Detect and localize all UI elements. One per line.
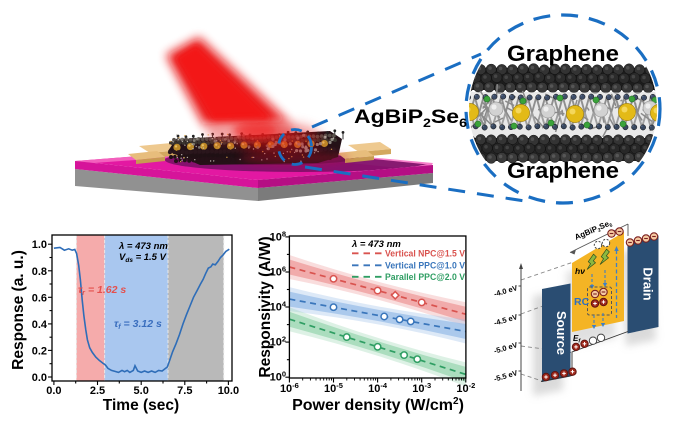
svg-text:Responsivity (A/W): Responsivity (A/W) bbox=[257, 236, 274, 377]
svg-text:0.8: 0.8 bbox=[32, 266, 47, 278]
svg-text:-4.0 eV: -4.0 eV bbox=[493, 283, 519, 298]
svg-text:0.0: 0.0 bbox=[32, 372, 47, 384]
svg-text:Vertical PPC@1.0 V: Vertical PPC@1.0 V bbox=[385, 261, 465, 271]
svg-text:10-2: 10-2 bbox=[456, 381, 475, 395]
svg-text:-4.5 eV: -4.5 eV bbox=[493, 312, 519, 327]
svg-text:0.0: 0.0 bbox=[46, 385, 61, 397]
svg-text:Parallel PPC@2.0 V: Parallel PPC@2.0 V bbox=[385, 272, 465, 282]
svg-text:RC: RC bbox=[574, 296, 590, 308]
svg-text:0.2: 0.2 bbox=[32, 345, 47, 357]
svg-text:7.5: 7.5 bbox=[177, 385, 192, 397]
svg-text:-5.5 eV: -5.5 eV bbox=[493, 368, 519, 383]
svg-text:2.5: 2.5 bbox=[90, 385, 105, 397]
svg-text:0.4: 0.4 bbox=[32, 319, 48, 331]
svg-text:0.6: 0.6 bbox=[32, 292, 47, 304]
svg-text:Graphene: Graphene bbox=[507, 158, 619, 183]
svg-text:10-3: 10-3 bbox=[412, 381, 431, 395]
svg-text:Source: Source bbox=[554, 311, 569, 355]
svg-text:Drain: Drain bbox=[641, 267, 656, 300]
svg-text:hν: hν bbox=[575, 266, 585, 276]
svg-text:Time (sec): Time (sec) bbox=[103, 397, 179, 414]
svg-text:10-4: 10-4 bbox=[368, 381, 388, 395]
svg-text:τf = 3.12 s: τf = 3.12 s bbox=[114, 318, 162, 331]
svg-text:1.0: 1.0 bbox=[32, 239, 47, 251]
svg-text:τr = 1.62 s: τr = 1.62 s bbox=[78, 284, 126, 297]
svg-text:10-5: 10-5 bbox=[324, 381, 343, 395]
svg-text:AgBiP2Se6: AgBiP2Se6 bbox=[354, 106, 467, 130]
svg-text:10.0: 10.0 bbox=[218, 385, 239, 397]
svg-text:Power density (W/cm2): Power density (W/cm2) bbox=[292, 396, 464, 414]
svg-text:Response (a. u.): Response (a. u.) bbox=[10, 250, 27, 370]
svg-text:Vertical NPC@1.5 V: Vertical NPC@1.5 V bbox=[385, 249, 465, 259]
svg-text:Graphene: Graphene bbox=[507, 41, 619, 66]
svg-text:λ = 473 nm: λ = 473 nm bbox=[118, 241, 168, 252]
svg-text:-5.0 eV: -5.0 eV bbox=[493, 340, 519, 355]
svg-text:5.0: 5.0 bbox=[134, 385, 149, 397]
svg-text:10-6: 10-6 bbox=[280, 381, 299, 395]
